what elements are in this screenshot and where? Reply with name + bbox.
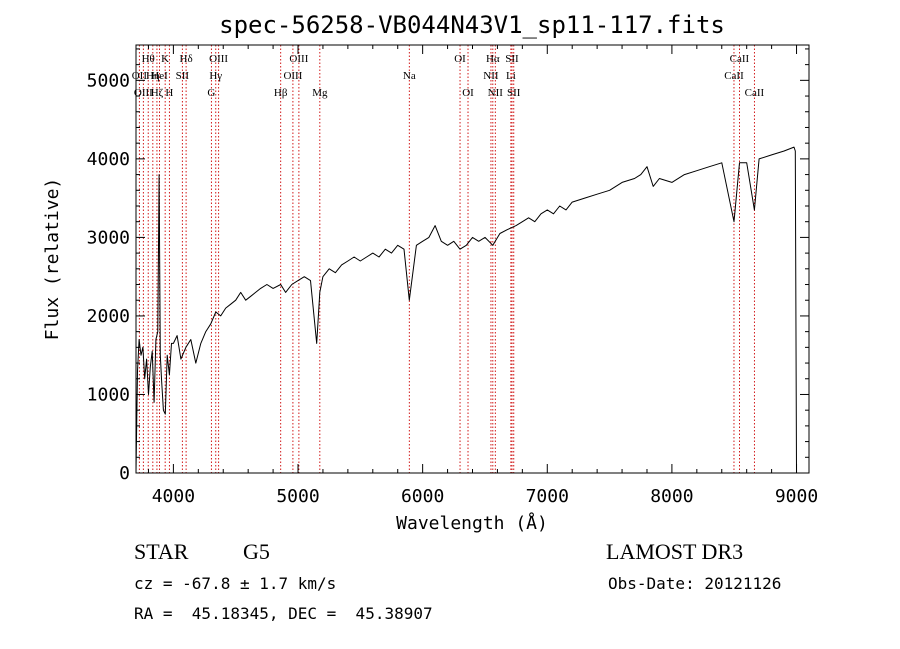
x-tick-label: 9000 (775, 486, 818, 507)
chart-title: spec-56258-VB044N43V1_sp11-117.fits (219, 11, 725, 39)
y-tick-label: 5000 (87, 70, 130, 91)
spectral-line-label: CaII (730, 53, 750, 65)
spectral-line-label: Hη (146, 70, 160, 82)
observation-date: Obs-Date: 20121126 (608, 574, 782, 593)
spectral-line-label: Hγ (209, 70, 222, 82)
x-tick-label: 4000 (152, 486, 195, 507)
x-tick-label: 8000 (650, 486, 693, 507)
spectral-line-label: Na (403, 70, 416, 82)
y-tick-label: 2000 (87, 306, 130, 327)
spectral-line-label: CaII (745, 87, 765, 99)
spectral-line-label: Mg (312, 87, 328, 99)
spectral-line-label: OI (462, 87, 474, 99)
spectral-line-label: Hδ (180, 53, 193, 65)
spectral-line-markers (138, 45, 755, 473)
spectral-line-label: Hζ (151, 87, 164, 99)
y-tick-label: 0 (119, 463, 130, 484)
spectral-line-label: OIII (289, 53, 308, 65)
spectral-line-label: K (161, 53, 169, 65)
redshift-velocity: cz = -67.8 ± 1.7 km/s (134, 574, 337, 593)
spectral-line-label: Hθ (142, 53, 155, 65)
y-tick-label: 1000 (87, 384, 130, 405)
series-layer (135, 146, 797, 474)
coordinates: RA = 45.18345, DEC = 45.38907 (134, 604, 433, 623)
spectral-line-label: Hα (486, 53, 500, 65)
spectral-line-label: NII (483, 70, 499, 82)
spectral-line-label: OIII (283, 70, 302, 82)
y-tick-label: 3000 (87, 227, 130, 248)
spectral-line-label: CaII (724, 70, 744, 82)
plot-frame (135, 44, 810, 474)
spectral-line-label: G (207, 87, 215, 99)
series-line-flux (135, 146, 797, 474)
object-class: STAR (134, 539, 189, 564)
spectral-line-label: H (165, 87, 173, 99)
y-tick-label: 4000 (87, 149, 130, 170)
spectral-line-label: OI (454, 53, 466, 65)
y-axis-label: Flux (relative) (42, 178, 63, 341)
x-axis: 4000 5000 6000 7000 8000 9000 (147, 45, 818, 507)
y-axis: 0 1000 2000 3000 4000 5000 (87, 48, 809, 484)
spectral-line-label: SII (176, 70, 190, 82)
object-subclass: G5 (243, 539, 270, 564)
x-axis-label: Wavelength (Å) (396, 512, 548, 534)
spectral-line-label: SII (507, 87, 521, 99)
x-tick-label: 5000 (276, 486, 319, 507)
survey-name: LAMOST DR3 (606, 539, 744, 564)
spectral-line-label: Li (506, 70, 516, 82)
spectrum-chart: spec-56258-VB044N43V1_sp11-117.fits Hθ K H… (42, 11, 818, 534)
spectral-line-label: HeI (151, 70, 168, 82)
spectral-line-label: OIII (209, 53, 228, 65)
spectral-line-label: SII (505, 53, 519, 65)
x-tick-label: 7000 (526, 486, 569, 507)
x-tick-label: 6000 (401, 486, 444, 507)
spectral-line-label: Hβ (274, 87, 288, 99)
spectral-line-label: NII (488, 87, 504, 99)
